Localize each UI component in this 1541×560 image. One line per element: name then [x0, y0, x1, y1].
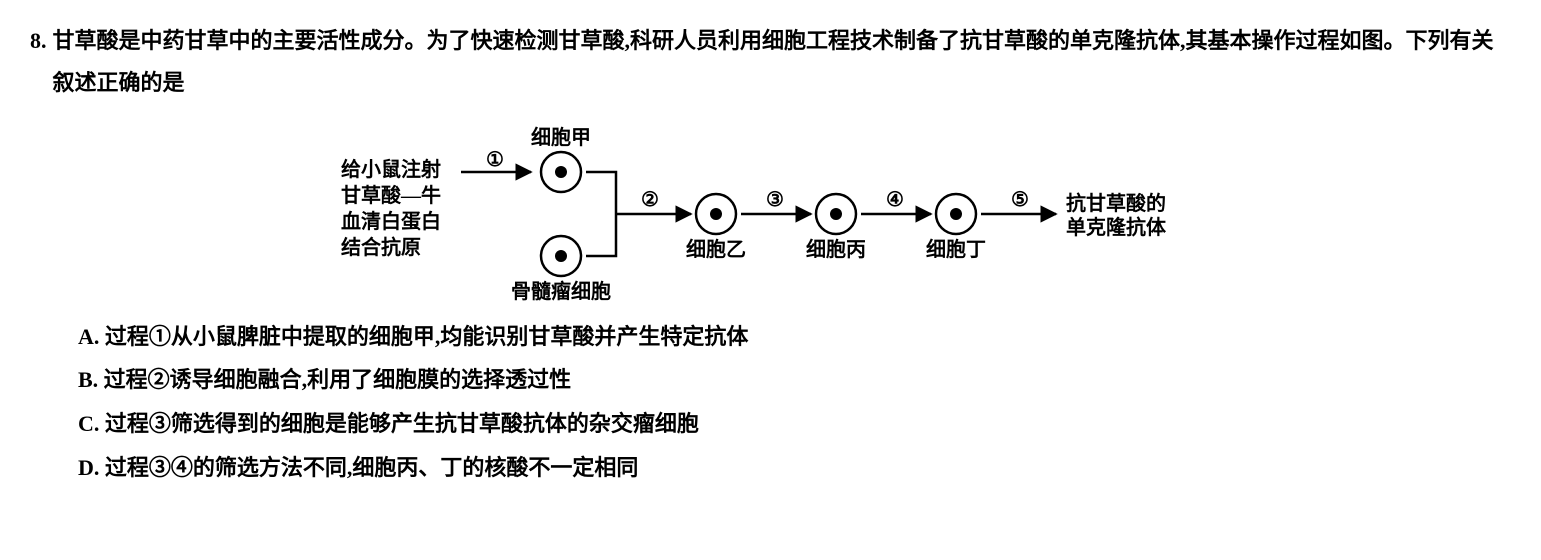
merge-bracket	[586, 172, 616, 256]
step-label-3: ③	[766, 189, 784, 211]
cell-yi-label: 细胞乙	[686, 237, 746, 261]
question-number: 8.	[30, 20, 47, 62]
left-label-3: 血清白蛋白	[341, 209, 441, 233]
cell-myeloma-label: 骨髓瘤细胞	[511, 279, 611, 303]
process-diagram: 给小鼠注射 甘草酸—牛 血清白蛋白 结合抗原 ① 细胞甲 骨髓瘤细胞 ② 细胞乙…	[331, 116, 1211, 306]
option-c: C. 过程③筛选得到的细胞是能够产生抗甘草酸抗体的杂交瘤细胞	[78, 403, 1511, 445]
cell-ding-inner	[950, 208, 962, 220]
step-label-2: ②	[641, 189, 659, 211]
step-label-1: ①	[486, 149, 504, 171]
cell-yi-inner	[710, 208, 722, 220]
cell-ding-label: 细胞丁	[926, 237, 986, 261]
cell-bing-label: 细胞丙	[806, 237, 866, 261]
question-text: 甘草酸是中药甘草中的主要活性成分。为了快速检测甘草酸,科研人员利用细胞工程技术制…	[53, 20, 1512, 104]
question-stem: 8. 甘草酸是中药甘草中的主要活性成分。为了快速检测甘草酸,科研人员利用细胞工程…	[30, 20, 1511, 104]
step-label-5: ⑤	[1011, 189, 1029, 211]
output-label-1: 抗甘草酸的	[1066, 191, 1166, 215]
option-a: A. 过程①从小鼠脾脏中提取的细胞甲,均能识别甘草酸并产生特定抗体	[78, 316, 1511, 358]
cell-bing-inner	[830, 208, 842, 220]
left-label-4: 结合抗原	[341, 235, 421, 259]
cell-myeloma-inner	[555, 250, 567, 262]
options-block: A. 过程①从小鼠脾脏中提取的细胞甲,均能识别甘草酸并产生特定抗体 B. 过程②…	[30, 316, 1511, 489]
output-label-2: 单克隆抗体	[1066, 215, 1167, 239]
step-label-4: ④	[886, 189, 904, 211]
cell-jia-label: 细胞甲	[531, 125, 591, 149]
left-label-1: 给小鼠注射	[341, 157, 441, 181]
cell-jia-inner	[555, 166, 567, 178]
left-label-2: 甘草酸—牛	[341, 183, 441, 207]
diagram-container: 给小鼠注射 甘草酸—牛 血清白蛋白 结合抗原 ① 细胞甲 骨髓瘤细胞 ② 细胞乙…	[30, 116, 1511, 306]
option-b: B. 过程②诱导细胞融合,利用了细胞膜的选择透过性	[78, 359, 1511, 401]
option-d: D. 过程③④的筛选方法不同,细胞丙、丁的核酸不一定相同	[78, 447, 1511, 489]
